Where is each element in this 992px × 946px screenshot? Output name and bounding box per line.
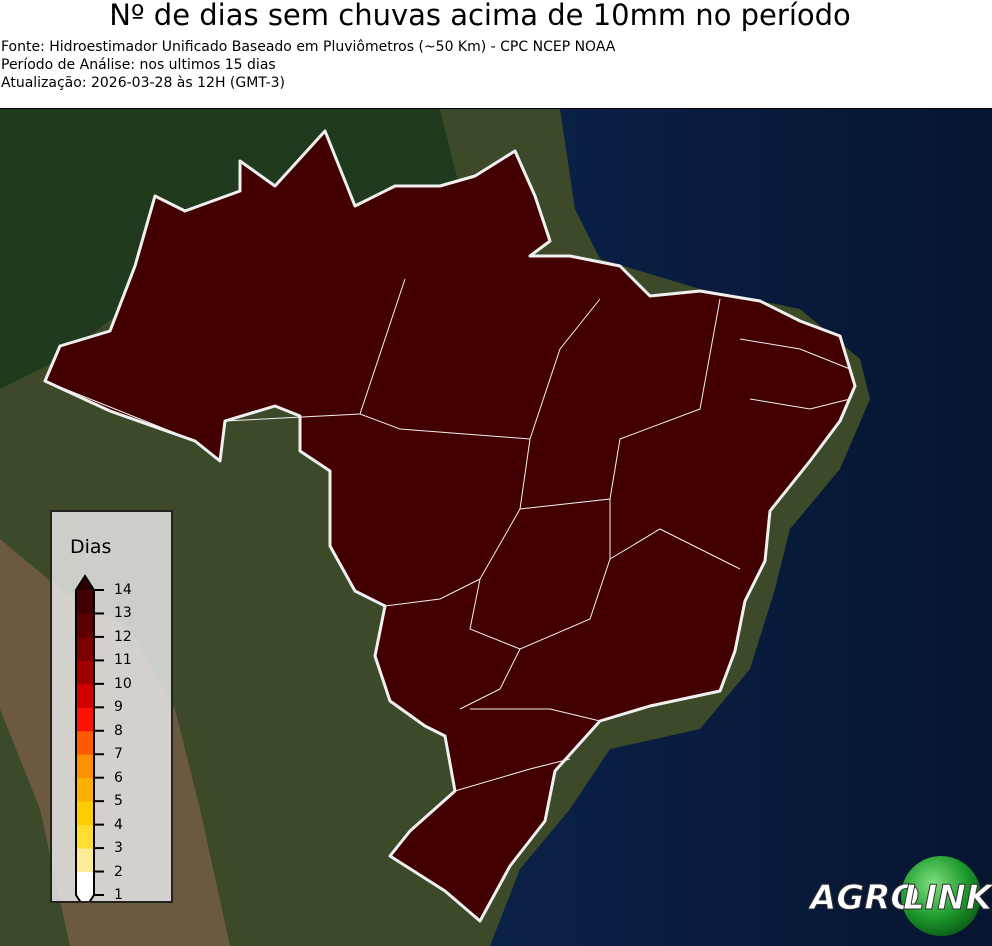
legend-title: Dias (70, 536, 112, 558)
colorbar-tick-label: 7 (114, 746, 123, 763)
colorbar-tick-label: 9 (114, 699, 123, 716)
colorbar-tick-label: 11 (114, 652, 132, 669)
colorbar (75, 574, 104, 901)
colorbar-under-arrow (76, 895, 94, 901)
colorbar-legend: Dias 1 2 3 4 5 6 7 8 9 10 11 12 13 14 (50, 510, 173, 903)
colorbar-segment (76, 777, 94, 802)
colorbar-tick-label: 1 (114, 887, 123, 903)
source-text: Fonte: Hidroestimador Unificado Baseado … (1, 39, 616, 55)
colorbar-tick-label: 3 (114, 840, 123, 857)
colorbar-segment (76, 801, 94, 826)
colorbar-segment (76, 754, 94, 779)
colorbar-segment (76, 871, 94, 896)
brazil-region (43, 129, 857, 923)
logo-text-link: LINK (903, 878, 992, 918)
logo-text-agro: AGRO (807, 878, 919, 918)
colorbar-segment (76, 848, 94, 873)
colorbar-tick-label: 10 (114, 675, 132, 692)
update-text: Atualização: 2026-03-28 às 12H (GMT-3) (1, 75, 285, 91)
state-borders (44, 278, 851, 792)
agrolink-logo: AGRO LINK (807, 856, 992, 936)
colorbar-tick-label: 13 (114, 605, 132, 622)
period-text: Período de Análise: nos ultimos 15 dias (1, 57, 276, 73)
colorbar-tick-label: 6 (114, 769, 123, 786)
colorbar-tick-label: 2 (114, 863, 123, 880)
colorbar-segment (76, 707, 94, 732)
colorbar-tick-label: 14 (114, 582, 132, 598)
colorbar-over-arrow (76, 576, 94, 590)
colorbar-tick-label: 5 (114, 793, 123, 810)
colorbar-tick-label: 12 (114, 628, 132, 645)
map-title: Nº de dias sem chuvas acima de 10mm no p… (109, 0, 851, 32)
colorbar-tick-label: 4 (114, 816, 123, 833)
colorbar-tick-label: 8 (114, 722, 123, 739)
colorbar-segment (76, 683, 94, 708)
colorbar-segment (76, 824, 94, 849)
colorbar-segment (76, 730, 94, 755)
colorbar-segment (76, 660, 94, 685)
colorbar-segment (76, 613, 94, 638)
colorbar-segment (76, 590, 94, 614)
colorbar-segment (76, 636, 94, 661)
